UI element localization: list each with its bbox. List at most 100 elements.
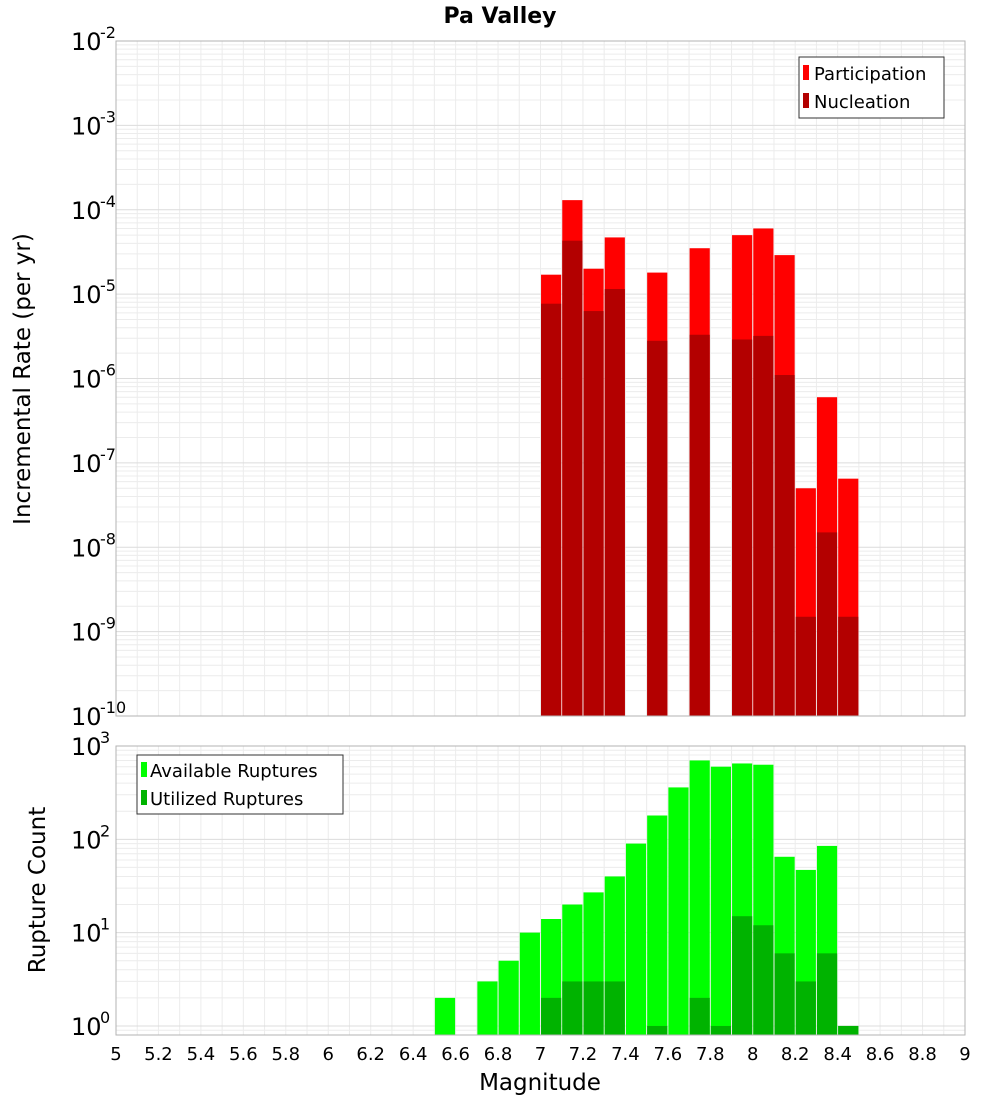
top-gridlines [115, 40, 966, 717]
top-y-tick-label: 10-10 [71, 698, 126, 731]
top-y-tick-base: 10 [71, 450, 102, 478]
top-bar-nucleation [816, 532, 838, 716]
x-tick-label: 8.4 [823, 1044, 852, 1065]
top-bar-nucleation [838, 616, 859, 716]
x-tick-label: 6 [323, 1044, 334, 1065]
x-tick-label: 6.4 [399, 1044, 428, 1065]
bottom-plot-border [115, 745, 966, 1036]
bottom-bar-utilized-ruptures [795, 981, 816, 1035]
bottom-bar-utilized-ruptures [838, 1025, 859, 1035]
top-y-tick-label: 10-7 [71, 445, 116, 478]
x-tick-label: 8 [747, 1044, 758, 1065]
bottom-bar-utilized-ruptures [583, 981, 604, 1035]
top-y-tick-label: 10-2 [71, 23, 116, 56]
x-tick-label: 6.8 [484, 1044, 513, 1065]
x-tick-label: 7.2 [569, 1044, 598, 1065]
participation-legend-swatch [803, 65, 809, 80]
bottom-y-axis-label: Rupture Count [25, 807, 51, 973]
bottom-y-tick-exponent: 3 [100, 728, 110, 747]
bottom-bars [434, 760, 859, 1035]
bottom-legend: Available Ruptures Utilized Ruptures [136, 754, 344, 815]
bottom-bar-utilized-ruptures [541, 997, 562, 1035]
top-y-tick-label: 10-8 [71, 529, 116, 562]
top-y-tick-exponent: -9 [100, 614, 116, 633]
bottom-bar-available-ruptures [689, 760, 710, 1035]
top-y-axis-label: Incremental Rate (per yr) [10, 233, 36, 525]
top-y-tick-label: 10-5 [71, 276, 116, 309]
top-y-tick-base: 10 [71, 112, 102, 140]
top-y-tick-label: 10-9 [71, 614, 116, 647]
top-y-tick-base: 10 [71, 366, 102, 394]
bottom-bar-utilized-ruptures [774, 953, 795, 1035]
bottom-y-tick-label: 103 [71, 728, 110, 761]
top-y-tick-exponent: -8 [100, 529, 116, 548]
bottom-y-tick-label: 101 [71, 915, 110, 948]
top-y-tick-exponent: -2 [100, 23, 116, 42]
top-y-tick-base: 10 [71, 197, 102, 225]
top-bar-nucleation [753, 335, 774, 716]
bottom-bar-utilized-ruptures [753, 925, 774, 1035]
bottom-bar-utilized-ruptures [710, 1025, 731, 1035]
top-bar-nucleation [541, 303, 562, 716]
x-tick-label: 7.8 [696, 1044, 725, 1065]
bottom-y-tick-exponent: 0 [100, 1008, 110, 1027]
top-y-tick-base: 10 [71, 619, 102, 647]
bottom-y-tick-label: 102 [71, 821, 110, 854]
bottom-y-tick-base: 10 [71, 1013, 102, 1041]
bottom-bar-utilized-ruptures [732, 916, 753, 1035]
bottom-bar-available-ruptures [498, 960, 519, 1035]
top-y-tick-exponent: -10 [100, 698, 126, 717]
top-y-tick-exponent: -7 [100, 445, 116, 464]
nucleation-legend-label: Nucleation [814, 92, 910, 113]
bottom-bar-available-ruptures [519, 932, 540, 1035]
x-tick-label: 6.2 [356, 1044, 385, 1065]
bottom-bar-utilized-ruptures [604, 981, 625, 1035]
x-tick-label: 7 [535, 1044, 546, 1065]
top-y-tick-exponent: -5 [100, 276, 116, 295]
top-y-tick-base: 10 [71, 703, 102, 731]
bottom-bar-utilized-ruptures [816, 953, 838, 1035]
bottom-y-tick-base: 10 [71, 826, 102, 854]
participation-legend-label: Participation [814, 64, 926, 85]
bottom-y-tick-label: 100 [71, 1008, 110, 1041]
top-legend-box [798, 56, 945, 119]
top-y-tick-exponent: -6 [100, 361, 116, 380]
x-tick-label: 9 [959, 1044, 970, 1065]
bottom-y-tick-exponent: 2 [100, 821, 110, 840]
utilized-legend-label: Utilized Ruptures [150, 789, 303, 810]
bottom-bar-available-ruptures [625, 843, 647, 1035]
top-bar-nucleation [604, 289, 625, 716]
top-y-tick-base: 10 [71, 534, 102, 562]
top-y-tick-exponent: -3 [100, 107, 116, 126]
x-tick-label: 6.6 [441, 1044, 470, 1065]
chart-title: Pa Valley [443, 4, 556, 29]
x-tick-label: 5.8 [271, 1044, 300, 1065]
x-tick-label: 8.8 [908, 1044, 937, 1065]
top-bars [541, 200, 859, 717]
top-y-tick-label: 10-3 [71, 107, 116, 140]
x-tick-label: 8.6 [866, 1044, 895, 1065]
bottom-y-tick-base: 10 [71, 733, 102, 761]
top-legend: Participation Nucleation [798, 56, 945, 119]
bottom-bar-available-ruptures [668, 787, 689, 1035]
bottom-bar-available-ruptures [434, 997, 456, 1035]
available-legend-swatch [141, 762, 147, 777]
top-y-tick-base: 10 [71, 28, 102, 56]
bottom-bar-available-ruptures [647, 815, 668, 1035]
top-y-tick-label: 10-4 [71, 192, 116, 225]
x-tick-label: 5.2 [144, 1044, 173, 1065]
utilized-legend-swatch [141, 790, 147, 805]
top-bar-nucleation [732, 339, 753, 716]
top-bar-nucleation [647, 340, 668, 716]
top-y-tick-label: 10-6 [71, 361, 116, 394]
available-legend-label: Available Ruptures [150, 761, 318, 782]
top-bar-nucleation [583, 311, 604, 716]
top-bar-nucleation [774, 375, 795, 716]
top-bar-nucleation [562, 240, 583, 717]
x-tick-labels: 5 5.2 5.4 5.6 5.8 6 6.2 6.4 6.6 6.8 7 7.2 7.4 7.6 7.8 8… [110, 1044, 970, 1065]
bottom-bar-available-ruptures [477, 981, 498, 1035]
